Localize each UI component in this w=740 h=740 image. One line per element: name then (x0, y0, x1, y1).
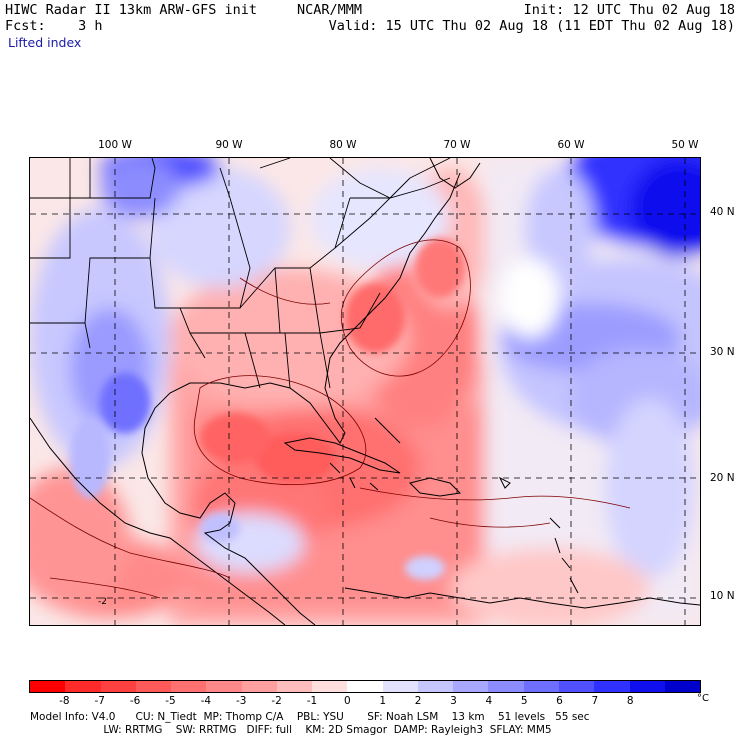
lon-label-80w: 80 W (329, 139, 357, 151)
colorbar-tick-label: -2 (271, 695, 282, 707)
colorbar-tick-label: -5 (165, 695, 176, 707)
colorbar-swatch (135, 681, 172, 692)
colorbar-tick-label: 7 (591, 695, 599, 707)
init-time: Init: 12 UTC Thu 02 Aug 18 (523, 2, 735, 18)
field-name: Lifted index (8, 35, 82, 50)
graticule (30, 158, 700, 625)
colorbar-swatch (664, 681, 701, 692)
colorbar-swatch (488, 681, 524, 692)
colorbar-swatch (558, 681, 595, 692)
colorbar-tick-label: 0 (343, 695, 351, 707)
colorbar-tick-label: -7 (94, 695, 105, 707)
colorbar-tick-label: -6 (129, 695, 141, 707)
lat-label-20n: 20 N (710, 472, 735, 484)
valid-time: Valid: 15 UTC Thu 02 Aug 18 (11 EDT Thu … (328, 18, 735, 34)
colorbar-tick-label: 6 (556, 695, 563, 707)
colorbar (29, 680, 701, 693)
colorbar-swatch (241, 681, 277, 692)
model-info-line1: Model Info: V4.0 CU: N_Tiedt MP: Thomp C… (30, 711, 590, 723)
lon-label-90w: 90 W (215, 139, 243, 151)
colorbar-tick-label: -4 (200, 695, 212, 707)
colorbar-swatch (30, 681, 66, 692)
model-title: HIWC Radar II 13km ARW-GFS init (5, 2, 257, 18)
colorbar-swatch (594, 681, 630, 692)
colorbar-swatch (417, 681, 454, 692)
colorbar-tick-label: 8 (626, 695, 634, 707)
colorbar-unit: °C (697, 693, 709, 704)
lifted-index-contours (30, 239, 631, 599)
colorbar-swatch (453, 681, 489, 692)
colorbar-tick-label: -3 (235, 695, 247, 707)
colorbar-swatch (206, 681, 242, 692)
colorbar-tick-label: 4 (485, 695, 493, 707)
political-boundaries (30, 158, 451, 389)
lon-label-70w: 70 W (443, 139, 471, 151)
colorbar-swatch (629, 681, 665, 692)
lat-label-40n: 40 N (710, 206, 735, 218)
colorbar-tick-label: -8 (59, 695, 70, 707)
colorbar-swatch (523, 681, 559, 692)
model-info-line2: LW: RRTMG SW: RRTMG DIFF: full KM: 2D Sm… (30, 724, 552, 736)
colorbar-swatch (171, 681, 207, 692)
colorbar-swatch (276, 681, 313, 692)
colorbar-swatch (100, 681, 136, 692)
colorbar-tick-label: 3 (450, 695, 457, 707)
lon-label-60w: 60 W (557, 139, 585, 151)
lat-label-10n: 10 N (710, 590, 735, 602)
lon-label-50w: 50 W (671, 139, 699, 151)
lat-label-30n: 30 N (710, 346, 735, 358)
lifted-index-map: -2 (29, 157, 701, 626)
colorbar-swatch (347, 681, 383, 692)
colorbar-swatch (65, 681, 101, 692)
lon-label-100w: 100 W (98, 139, 132, 151)
source-label: NCAR/MMM (297, 2, 363, 18)
contour-label: -2 (98, 597, 107, 607)
colorbar-tick-label: 2 (414, 695, 422, 707)
colorbar-tick-label: 1 (379, 695, 387, 707)
colorbar-swatch (382, 681, 418, 692)
forecast-hour: Fcst: 3 h (5, 18, 103, 34)
fine-detail (70, 238, 465, 580)
header-title-block: HIWC Radar II 13km ARW-GFS init Fcst: 3 … (5, 2, 257, 34)
colorbar-tick-label: -1 (306, 695, 318, 707)
colorbar-tick-label: 5 (520, 695, 528, 707)
colorbar-swatch (312, 681, 348, 692)
